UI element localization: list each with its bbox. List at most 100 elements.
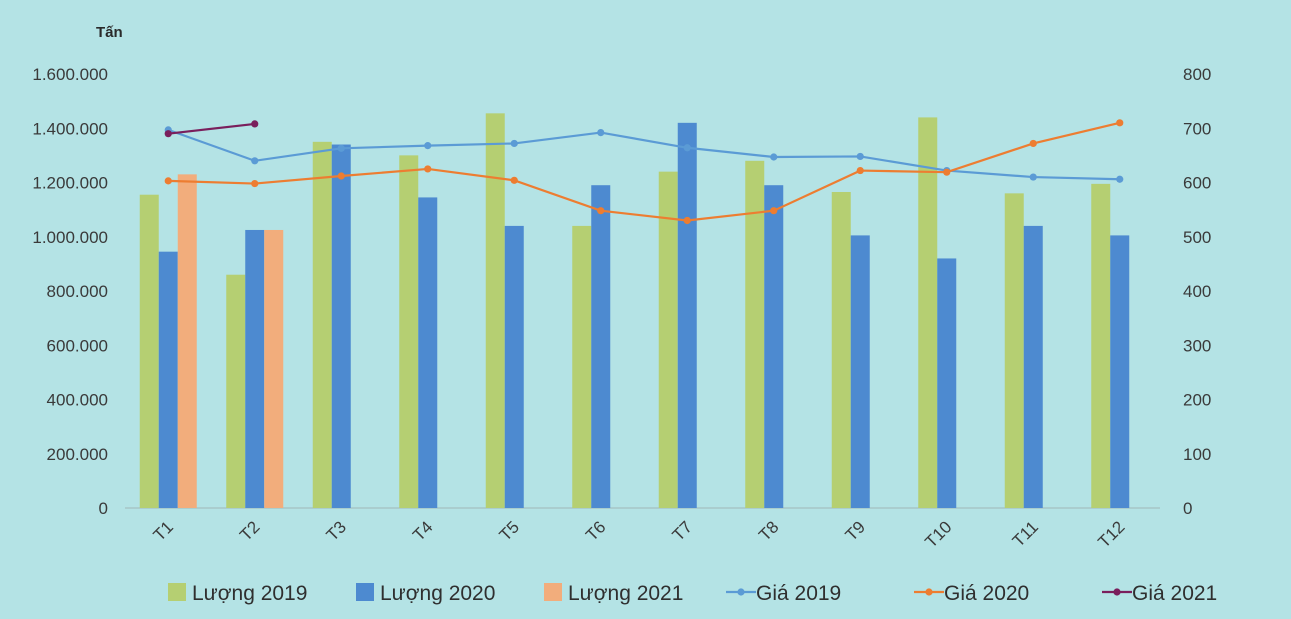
x-axis-ticks: T1 T2 T3 T4 T5 T6 T7 T8 T9 T10 T11 T12: [150, 517, 1129, 551]
bar-1-10: [918, 117, 938, 509]
bar-1-8: [745, 160, 765, 509]
line-point-2-10: [943, 168, 951, 176]
line-point-2-9: [856, 166, 864, 175]
bar-1-5: [485, 113, 505, 509]
line-point-2-5: [510, 176, 518, 184]
legend-swatch-marker: [925, 588, 933, 596]
line-series-1: [167, 128, 1120, 181]
right-axis-ticks: 0 100 200 300 400 500 600 700 800: [1183, 65, 1211, 518]
legend-label: Lượng 2019: [192, 582, 307, 605]
legend-swatch-marker: [1113, 588, 1121, 596]
legend-label: Giá 2021: [1132, 582, 1217, 605]
left-tick-label: 200.000: [47, 445, 108, 464]
bar-2-10: [937, 258, 957, 508]
legend-swatch-bar: [356, 583, 374, 601]
line-point-1-12: [1116, 175, 1124, 183]
line-point-2-1: [164, 177, 172, 185]
bar-marks: [139, 113, 1130, 509]
x-tick-label: T9: [842, 517, 869, 544]
left-tick-label: 1.600.000: [32, 65, 108, 84]
line-point-1-4: [424, 142, 432, 150]
bar-2-2: [245, 229, 265, 508]
x-tick-label: T5: [496, 517, 523, 544]
legend: Lượng 2019 Lượng 2020 Lượng 2021 Giá 2019 Gi…: [168, 582, 1217, 605]
line-point-2-8: [770, 207, 778, 215]
bar-1-4: [399, 155, 419, 508]
right-tick-label: 700: [1183, 119, 1211, 138]
left-axis-unit: Tấn: [96, 24, 123, 41]
bar-2-5: [504, 225, 524, 508]
bar-2-3: [331, 144, 351, 508]
x-tick-label: T12: [1094, 517, 1128, 551]
bar-1-1: [139, 194, 159, 509]
line-point-2-11: [1029, 139, 1037, 148]
x-tick-label: T8: [755, 517, 782, 544]
right-tick-label: 600: [1183, 174, 1211, 193]
line-marks: [164, 119, 1124, 225]
right-tick-label: 100: [1183, 445, 1211, 464]
left-tick-label: 0: [99, 499, 108, 518]
line-point-2-2: [251, 179, 259, 188]
right-tick-label: 300: [1183, 336, 1211, 355]
bar-2-4: [418, 197, 438, 508]
left-tick-label: 800.000: [47, 282, 108, 301]
bar-2-12: [1110, 235, 1130, 509]
line-point-1-8: [770, 153, 778, 161]
bar-2-1: [158, 251, 178, 508]
left-tick-label: 400.000: [47, 391, 108, 410]
legend-label: Lượng 2020: [380, 582, 495, 605]
line-point-2-3: [337, 172, 345, 180]
line-point-1-7: [683, 144, 691, 152]
line-point-1-5: [510, 139, 518, 148]
right-tick-label: 400: [1183, 282, 1211, 301]
bar-2-9: [850, 235, 870, 509]
line-point-3-1: [164, 130, 172, 138]
line-point-2-7: [683, 216, 691, 225]
line-series-3: [168, 122, 255, 135]
x-tick-label: T1: [150, 517, 177, 544]
bar-1-3: [312, 141, 332, 508]
right-tick-label: 800: [1183, 65, 1211, 84]
line-point-1-3: [337, 144, 345, 152]
x-tick-label: T4: [409, 517, 436, 544]
x-tick-label: T3: [323, 517, 350, 544]
bar-1-6: [572, 225, 592, 508]
legend-label: Giá 2019: [756, 582, 841, 605]
left-axis-ticks: 0 200.000 400.000 600.000 800.000 1.000.000 1.…: [32, 65, 108, 518]
legend-label: Lượng 2021: [568, 582, 683, 605]
right-tick-label: 0: [1183, 499, 1192, 518]
line-point-1-2: [251, 157, 259, 165]
bar-2-11: [1023, 225, 1043, 508]
x-tick-label: T2: [236, 517, 263, 544]
x-tick-label: T7: [669, 517, 696, 544]
left-tick-label: 1.400.000: [32, 119, 108, 138]
bar-3-1: [177, 174, 197, 509]
bar-2-7: [677, 122, 697, 508]
legend-swatch-bar: [544, 583, 562, 601]
line-series-2: [168, 121, 1121, 222]
bar-1-11: [1004, 193, 1024, 508]
right-tick-label: 500: [1183, 228, 1211, 247]
line-point-2-12: [1116, 119, 1124, 127]
line-point-2-6: [597, 207, 605, 215]
line-point-1-9: [856, 152, 864, 161]
line-point-2-4: [424, 165, 432, 173]
bar-1-12: [1091, 183, 1111, 508]
x-tick-label: T6: [582, 517, 609, 544]
right-tick-label: 200: [1183, 391, 1211, 410]
line-point-1-11: [1029, 173, 1037, 181]
x-tick-label: T10: [921, 517, 955, 551]
left-tick-label: 1.200.000: [32, 174, 108, 193]
line-point-3-2: [251, 120, 259, 128]
bar-1-9: [831, 191, 851, 508]
line-point-1-6: [597, 128, 605, 137]
legend-swatch-marker: [737, 588, 745, 596]
x-tick-label: T11: [1009, 517, 1042, 550]
bar-2-6: [591, 185, 611, 508]
left-tick-label: 600.000: [47, 336, 108, 355]
left-tick-label: 1.000.000: [32, 228, 108, 247]
legend-label: Giá 2020: [944, 582, 1029, 605]
bar-1-2: [226, 274, 246, 508]
